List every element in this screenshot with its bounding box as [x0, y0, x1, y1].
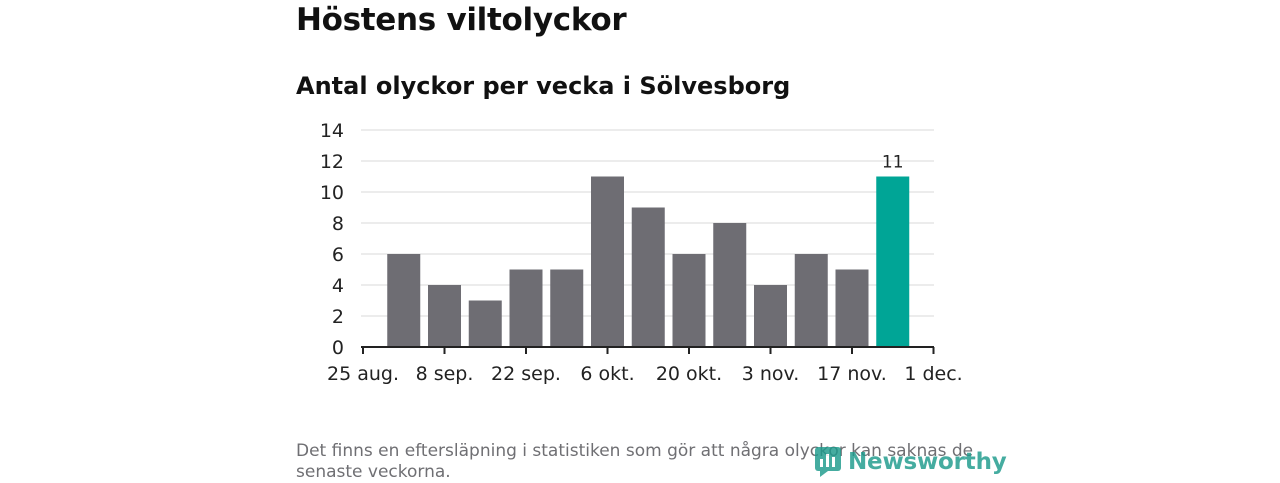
y-tick-label: 6 — [332, 244, 344, 266]
y-tick-label: 8 — [332, 213, 344, 235]
bar — [428, 285, 461, 347]
bar — [876, 176, 910, 347]
bar — [591, 176, 624, 347]
x-tick-label: 20 okt. — [656, 363, 722, 385]
data-label: 11 — [882, 153, 904, 173]
bar — [713, 223, 747, 347]
x-tick-label: 25 aug. — [327, 363, 399, 385]
bar — [835, 269, 869, 347]
y-tick-label: 12 — [320, 151, 344, 173]
x-tick-label: 8 sep. — [416, 363, 474, 385]
bar — [509, 269, 543, 347]
y-tick-label: 14 — [320, 120, 344, 142]
newsworthy-logo-text: Newsworthy — [848, 449, 1007, 475]
x-tick-label: 22 sep. — [491, 363, 561, 385]
bar — [468, 300, 502, 347]
y-tick-label: 0 — [332, 337, 344, 359]
bar — [672, 254, 706, 347]
bar — [631, 207, 665, 347]
x-tick-label: 17 nov. — [817, 363, 887, 385]
x-tick-label: 6 okt. — [580, 363, 634, 385]
y-tick-label: 10 — [320, 182, 344, 204]
x-tick-label: 1 dec. — [904, 363, 962, 385]
bar — [550, 269, 584, 347]
y-tick-label: 2 — [332, 306, 344, 328]
y-tick-label: 4 — [332, 275, 344, 297]
newsworthy-logo-icon — [815, 447, 841, 477]
x-tick-label: 3 nov. — [742, 363, 800, 385]
chart-subtitle: Antal olyckor per vecka i Sölvesborg — [296, 72, 791, 100]
footnote: Det finns en eftersläpning i statistiken… — [296, 441, 974, 482]
bar — [754, 285, 787, 347]
bar — [794, 254, 828, 347]
bar — [387, 254, 421, 347]
page-title: Höstens viltolyckor — [296, 2, 627, 38]
newsworthy-logo: Newsworthy — [814, 446, 1007, 478]
